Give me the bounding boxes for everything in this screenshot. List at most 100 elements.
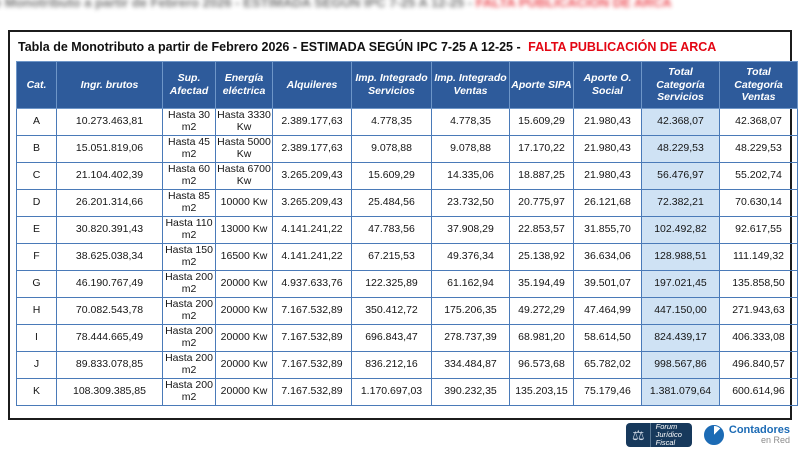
value-cell: 7.167.532,89 bbox=[272, 323, 352, 352]
column-header: Imp. Integrado Ventas bbox=[431, 61, 510, 109]
value-cell: 175.206,35 bbox=[431, 296, 510, 325]
contadores-logo-text: Contadores en Red bbox=[729, 424, 790, 446]
value-cell: 61.162,94 bbox=[431, 269, 510, 298]
value-cell: 36.634,06 bbox=[573, 242, 642, 271]
value-cell: 15.609,29 bbox=[509, 107, 574, 136]
value-cell: 20000 Kw bbox=[215, 323, 273, 352]
value-cell: 13000 Kw bbox=[215, 215, 273, 244]
value-cell: 7.167.532,89 bbox=[272, 350, 352, 379]
value-cell: 824.439,17 bbox=[641, 323, 720, 352]
category-cell: K bbox=[16, 377, 57, 406]
value-cell: 1.381.079,64 bbox=[641, 377, 720, 406]
forum-logo-line1: Forum bbox=[655, 421, 678, 431]
value-cell: 2.389.177,63 bbox=[272, 107, 352, 136]
value-cell: 31.855,70 bbox=[573, 215, 642, 244]
column-header: Imp. Integrado Servicios bbox=[351, 61, 432, 109]
value-cell: 9.078,88 bbox=[351, 134, 432, 163]
category-cell: H bbox=[16, 296, 57, 325]
value-cell: 70.630,14 bbox=[719, 188, 798, 217]
value-cell: Hasta 200 m2 bbox=[162, 269, 216, 298]
value-cell: 128.988,51 bbox=[641, 242, 720, 271]
value-cell: 48.229,53 bbox=[641, 134, 720, 163]
column-header: Alquileres bbox=[272, 61, 352, 109]
value-cell: 26.201.314,66 bbox=[56, 188, 163, 217]
value-cell: Hasta 6700 Kw bbox=[215, 161, 273, 190]
value-cell: 21.980,43 bbox=[573, 161, 642, 190]
value-cell: 20000 Kw bbox=[215, 377, 273, 406]
value-cell: 25.138,92 bbox=[509, 242, 574, 271]
contadores-en-red-icon bbox=[703, 424, 724, 445]
table-header-row: Cat. Ingr. brutos Sup. Afectad Energía eléc… bbox=[16, 61, 798, 109]
value-cell: 350.412,72 bbox=[351, 296, 432, 325]
value-cell: 271.943,63 bbox=[719, 296, 798, 325]
category-cell: G bbox=[16, 269, 57, 298]
forum-logo-line2: Jurídico bbox=[655, 429, 682, 439]
category-cell: F bbox=[16, 242, 57, 271]
value-cell: 3.265.209,43 bbox=[272, 188, 352, 217]
value-cell: 406.333,08 bbox=[719, 323, 798, 352]
value-cell: Hasta 150 m2 bbox=[162, 242, 216, 271]
value-cell: 42.368,07 bbox=[641, 107, 720, 136]
value-cell: 496.840,57 bbox=[719, 350, 798, 379]
value-cell: 46.190.767,49 bbox=[56, 269, 163, 298]
page-title-main: Tabla de Monotributo a partir de Febrero… bbox=[18, 40, 521, 54]
table-row: C 21.104.402,39 Hasta 60 m2 Hasta 6700 Kw 3.… bbox=[16, 161, 798, 190]
column-header: Cat. bbox=[16, 61, 57, 109]
value-cell: 334.484,87 bbox=[431, 350, 510, 379]
value-cell: 20.775,97 bbox=[509, 188, 574, 217]
value-cell: 70.082.543,78 bbox=[56, 296, 163, 325]
value-cell: 9.078,88 bbox=[431, 134, 510, 163]
column-header: Total Categoría Ventas bbox=[719, 61, 798, 109]
value-cell: 49.376,34 bbox=[431, 242, 510, 271]
monotributo-table-panel: Tabla de Monotributo a partir de Febrero… bbox=[8, 30, 798, 420]
value-cell: 135.858,50 bbox=[719, 269, 798, 298]
column-header: Total Categoría Servicios bbox=[641, 61, 720, 109]
category-cell: A bbox=[16, 107, 57, 136]
value-cell: 600.614,96 bbox=[719, 377, 798, 406]
page-title-alert: FALTA PUBLICACIÓN DE ARCA bbox=[528, 40, 717, 54]
contadores-en-red-logo: Contadores en Red bbox=[703, 424, 790, 446]
value-cell: 30.820.391,43 bbox=[56, 215, 163, 244]
category-cell: C bbox=[16, 161, 57, 190]
category-cell: J bbox=[16, 350, 57, 379]
value-cell: 42.368,07 bbox=[719, 107, 798, 136]
value-cell: 390.232,35 bbox=[431, 377, 510, 406]
value-cell: 278.737,39 bbox=[431, 323, 510, 352]
value-cell: 4.778,35 bbox=[431, 107, 510, 136]
value-cell: 10000 Kw bbox=[215, 188, 273, 217]
value-cell: 47.464,99 bbox=[573, 296, 642, 325]
value-cell: 16500 Kw bbox=[215, 242, 273, 271]
value-cell: Hasta 5000 Kw bbox=[215, 134, 273, 163]
blurred-title-main: de Monotributo a partir de Febrero 2026 … bbox=[0, 0, 473, 10]
column-header: Sup. Afectad bbox=[162, 61, 216, 109]
value-cell: 55.202,74 bbox=[719, 161, 798, 190]
forum-logo-text: Forum Jurídico Fiscal bbox=[649, 421, 682, 448]
value-cell: 836.212,16 bbox=[351, 350, 432, 379]
value-cell: 26.121,68 bbox=[573, 188, 642, 217]
value-cell: 2.389.177,63 bbox=[272, 134, 352, 163]
value-cell: 3.265.209,43 bbox=[272, 161, 352, 190]
category-cell: D bbox=[16, 188, 57, 217]
value-cell: 111.149,32 bbox=[719, 242, 798, 271]
category-cell: E bbox=[16, 215, 57, 244]
blurred-title-alert: FALTA PUBLICACIÓN DE ARCA bbox=[475, 0, 672, 10]
table-row: A 10.273.463,81 Hasta 30 m2 Hasta 3330 Kw 2.… bbox=[16, 107, 798, 136]
value-cell: 10.273.463,81 bbox=[56, 107, 163, 136]
value-cell: 696.843,47 bbox=[351, 323, 432, 352]
value-cell: 4.778,35 bbox=[351, 107, 432, 136]
value-cell: Hasta 85 m2 bbox=[162, 188, 216, 217]
value-cell: 998.567,86 bbox=[641, 350, 720, 379]
value-cell: 18.887,25 bbox=[509, 161, 574, 190]
footer-logos: ⚖ Forum Jurídico Fiscal Contadores en Re… bbox=[626, 421, 790, 449]
value-cell: Hasta 200 m2 bbox=[162, 323, 216, 352]
forum-logo-line3: Fiscal bbox=[655, 438, 676, 448]
value-cell: Hasta 200 m2 bbox=[162, 377, 216, 406]
value-cell: Hasta 200 m2 bbox=[162, 350, 216, 379]
value-cell: Hasta 30 m2 bbox=[162, 107, 216, 136]
value-cell: 35.194,49 bbox=[509, 269, 574, 298]
value-cell: 447.150,00 bbox=[641, 296, 720, 325]
column-header: Energía eléctrica bbox=[215, 61, 273, 109]
column-header: Ingr. brutos bbox=[56, 61, 163, 109]
value-cell: 39.501,07 bbox=[573, 269, 642, 298]
value-cell: 65.782,02 bbox=[573, 350, 642, 379]
